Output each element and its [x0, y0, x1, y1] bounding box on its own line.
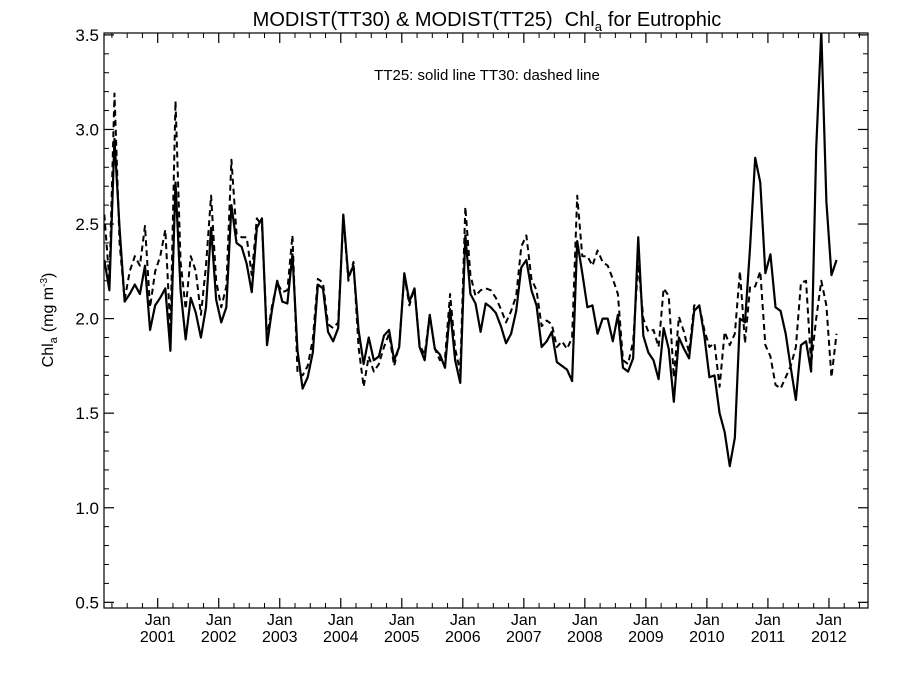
x-tick-year-label: 2007: [506, 629, 542, 646]
x-tick-month-label: Jan: [511, 612, 537, 629]
ylabel-exponent: -3: [39, 278, 50, 287]
x-tick-year-label: 2003: [262, 629, 298, 646]
x-tick-year-label: 2005: [384, 629, 420, 646]
x-tick-month-label: Jan: [267, 612, 293, 629]
y-tick-label: 2.5: [75, 215, 99, 234]
title-chl-subscript: a: [595, 19, 603, 34]
plot-frame: [103, 32, 869, 609]
y-axis-label: Chla (mg m-3): [39, 273, 60, 368]
x-tick-year-label: 2010: [689, 629, 725, 646]
title-chl: Chl: [565, 9, 595, 31]
labels-layer: 0.51.01.52.02.53.03.5Jan2001Jan2002Jan20…: [75, 26, 846, 646]
series-solid: [104, 33, 838, 468]
ticks-layer: [104, 33, 868, 608]
x-tick-month-label: Jan: [450, 612, 476, 629]
x-tick-month-label: Jan: [145, 612, 171, 629]
series-line-solid: [104, 33, 838, 468]
x-tick-month-label: Jan: [206, 612, 232, 629]
x-tick-year-label: 2008: [567, 629, 603, 646]
x-tick-month-label: Jan: [755, 612, 781, 629]
y-tick-label: 0.5: [75, 593, 99, 612]
x-tick-year-label: 2006: [445, 629, 481, 646]
y-tick-label: 1.0: [75, 499, 99, 518]
y-tick-label: 2.0: [75, 310, 99, 329]
x-tick-year-label: 2009: [628, 629, 664, 646]
title-tail: for Eutrophic: [608, 9, 721, 31]
series-annotation: TT25: solid line TT30: dashed line: [374, 67, 600, 84]
y-tick-label: 3.5: [75, 26, 99, 45]
ylabel-subscript: a: [48, 336, 60, 343]
x-tick-month-label: Jan: [572, 612, 598, 629]
ylabel-main: Chl: [40, 343, 57, 367]
x-tick-month-label: Jan: [816, 612, 842, 629]
series-layer: [104, 33, 838, 468]
series-line-dashed: [104, 92, 838, 390]
x-tick-month-label: Jan: [328, 612, 354, 629]
x-tick-month-label: Jan: [633, 612, 659, 629]
x-tick-year-label: 2011: [751, 629, 786, 646]
x-tick-year-label: 2004: [323, 629, 359, 646]
x-tick-year-label: 2002: [201, 629, 237, 646]
ylabel-close: ): [40, 273, 57, 278]
title-main: MODIST(TT30) & MODIST(TT25): [253, 9, 553, 31]
y-tick-label: 1.5: [75, 404, 99, 423]
x-tick-month-label: Jan: [389, 612, 415, 629]
chart-title: MODIST(TT30) & MODIST(TT25) Chla for Eutro…: [253, 9, 722, 34]
x-tick-year-label: 2012: [811, 629, 847, 646]
ylabel-units: (mg m: [40, 287, 57, 332]
series-dashed: [104, 92, 838, 390]
x-tick-year-label: 2001: [140, 629, 176, 646]
y-tick-label: 3.0: [75, 120, 99, 139]
x-tick-month-label: Jan: [694, 612, 720, 629]
